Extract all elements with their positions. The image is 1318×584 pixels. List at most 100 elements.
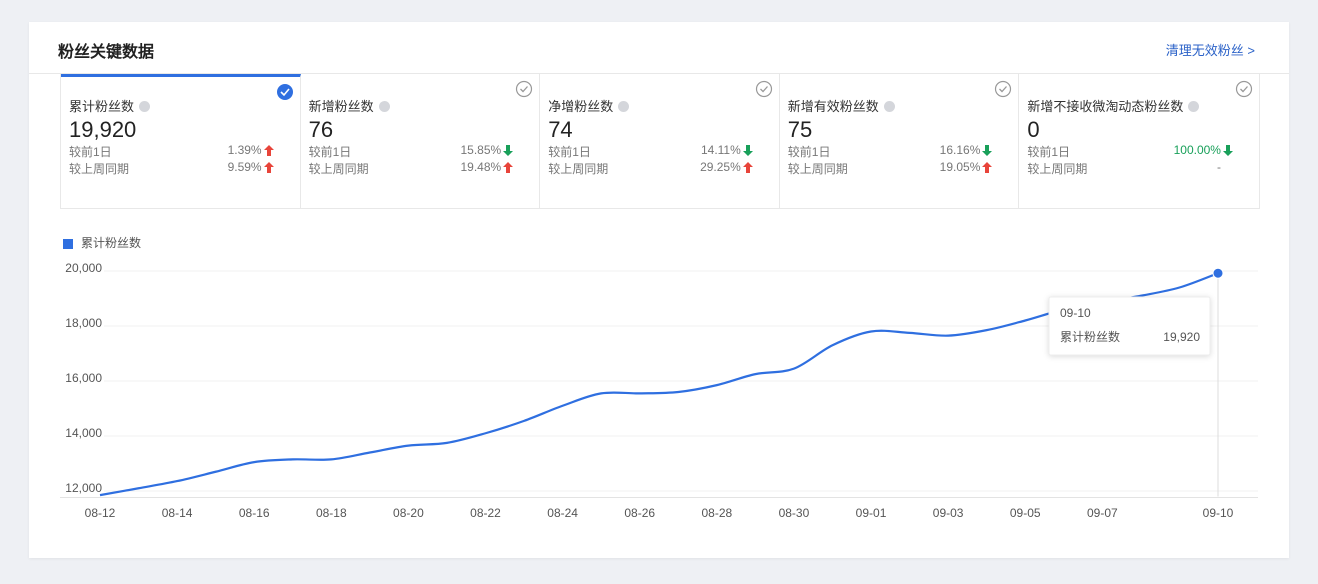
x-tick-label: 08-28: [701, 506, 732, 520]
tooltip-name: 累计粉丝数: [1060, 329, 1120, 344]
compare-value: -: [1216, 160, 1221, 174]
card-title-text: 新增粉丝数: [308, 99, 374, 114]
compare-label: 较上周同期: [69, 162, 130, 176]
trend-arrow: [263, 162, 274, 173]
info-icon: [1188, 101, 1200, 112]
trend-arrow: [263, 145, 274, 156]
x-tick-label: 09-05: [1010, 506, 1041, 520]
trend-arrow: [982, 145, 993, 156]
compare-label: 较前1日: [308, 145, 352, 159]
compare-row: 较前1日 100.00%: [1027, 143, 1259, 160]
info-icon: [139, 101, 151, 112]
compare-label: 较上周同期: [308, 162, 369, 176]
trend-arrow: [982, 162, 993, 173]
legend-swatch: [63, 239, 73, 249]
y-tick-label: 18,000: [65, 316, 102, 330]
card-title: 累计粉丝数: [69, 96, 300, 115]
panel-title: 粉丝关键数据: [58, 44, 155, 61]
clean-link[interactable]: 清理无效粉丝 >: [1165, 43, 1255, 58]
tooltip-box: [1048, 296, 1211, 356]
link-text[interactable]: 清理无效粉丝: [1165, 43, 1244, 58]
x-tick-label: 09-01: [856, 506, 887, 520]
metric-card[interactable]: 新增粉丝数 76 较前1日 15.85% 较上周同期 19.48%: [301, 74, 541, 208]
divider: [29, 73, 1289, 74]
compare-value: 1.39%: [227, 143, 262, 157]
compare-value: 16.16%: [939, 143, 981, 157]
x-tick-label: 08-24: [547, 506, 578, 520]
x-tick-label: 08-22: [470, 506, 501, 520]
card-title-text: 新增不接收微淘动态粉丝数: [1027, 99, 1184, 114]
card-value: 74: [548, 117, 573, 142]
trend-arrow: [503, 145, 514, 156]
trend-arrow: [742, 145, 753, 156]
metric-card[interactable]: 累计粉丝数 19,920 较前1日 1.39% 较上周同期 9.59%: [61, 74, 301, 208]
compare-label: 较前1日: [1027, 145, 1071, 159]
card-title: 新增粉丝数: [309, 96, 540, 115]
check-icon: [1235, 80, 1253, 98]
compare-label: 较前1日: [548, 145, 591, 159]
card-value: 0: [1027, 117, 1040, 142]
card-title: 净增粉丝数: [548, 96, 779, 115]
compare-label: 较前1日: [787, 145, 831, 159]
card-title-text: 净增粉丝数: [548, 99, 614, 114]
metric-card[interactable]: 新增不接收微淘动态粉丝数 0 较前1日 100.00% 较上周同期 -: [1019, 74, 1259, 208]
x-tick-label: 08-30: [779, 506, 810, 520]
x-tick-label: 08-20: [393, 506, 424, 520]
x-tick-label: 08-16: [239, 506, 270, 520]
trend-arrow: [1222, 145, 1233, 156]
info-icon: [378, 101, 390, 112]
compare-row: 较上周同期 19.48%: [309, 160, 540, 177]
metric-card[interactable]: 净增粉丝数 74 较前1日 14.11% 较上周同期 29.25%: [540, 74, 780, 208]
x-tick-label: 09-07: [1087, 506, 1118, 520]
card-title-text: 新增有效粉丝数: [787, 99, 879, 114]
compare-label: 较上周同期: [548, 162, 609, 176]
compare-value: 15.85%: [460, 143, 502, 157]
x-tick-label: 08-14: [162, 506, 193, 520]
x-tick-label: 09-10: [1203, 506, 1234, 520]
card-title: 新增不接收微淘动态粉丝数: [1027, 96, 1259, 115]
compare-row: 较上周同期 29.25%: [548, 160, 779, 177]
metric-card[interactable]: 新增有效粉丝数 75 较前1日 16.16% 较上周同期 19.05%: [780, 74, 1020, 208]
compare-value: 19.05%: [939, 160, 981, 174]
card-value: 19,920: [69, 117, 137, 142]
compare-row: 较前1日 14.11%: [548, 143, 779, 160]
x-tick-label: 09-03: [933, 506, 964, 520]
compare-value: 29.25%: [700, 160, 741, 174]
trend-arrow: [503, 162, 514, 173]
check-icon: [995, 80, 1012, 98]
compare-label: 较前1日: [69, 145, 112, 159]
tooltip-date: 09-10: [1060, 306, 1091, 320]
data-line: [99, 272, 1219, 497]
card-title: 新增有效粉丝数: [788, 96, 1019, 115]
info-icon: [883, 101, 895, 112]
legend-label: 累计粉丝数: [81, 235, 141, 250]
compare-row: 较上周同期 -: [1027, 160, 1259, 177]
y-tick-label: 16,000: [65, 371, 102, 385]
check-icon: [516, 80, 533, 98]
compare-label: 较上周同期: [1027, 162, 1088, 176]
x-tick-label: 08-12: [85, 506, 116, 520]
y-tick-label: 14,000: [65, 426, 102, 440]
compare-row: 较前1日 15.85%: [309, 143, 540, 160]
metric-cards: 累计粉丝数 19,920 较前1日 1.39% 较上周同期 9.59% 新增粉丝数 76 较前1…: [60, 74, 1260, 209]
card-value: 76: [308, 117, 334, 142]
y-tick-label: 12,000: [65, 481, 102, 495]
x-tick-label: 08-18: [316, 506, 347, 520]
tooltip-value: 19,920: [1163, 330, 1200, 344]
trend-arrow: [742, 162, 753, 173]
compare-value: 100.00%: [1173, 143, 1221, 157]
compare-value: 14.11%: [700, 143, 741, 157]
compare-row: 较前1日 16.16%: [788, 143, 1019, 160]
active-point: [1212, 267, 1224, 279]
compare-value: 9.59%: [227, 160, 262, 174]
check-icon: [276, 84, 293, 100]
compare-label: 较上周同期: [787, 162, 848, 176]
x-tick-label: 08-26: [624, 506, 655, 520]
panel: 粉丝关键数据 清理无效粉丝 > 累计粉丝数 19,920 较前1日 1.39% 较上周同…: [29, 22, 1289, 558]
compare-value: 19.48%: [460, 160, 502, 174]
check-icon: [755, 80, 772, 98]
compare-row: 较上周同期 19.05%: [788, 160, 1019, 177]
card-value: 75: [787, 117, 813, 142]
